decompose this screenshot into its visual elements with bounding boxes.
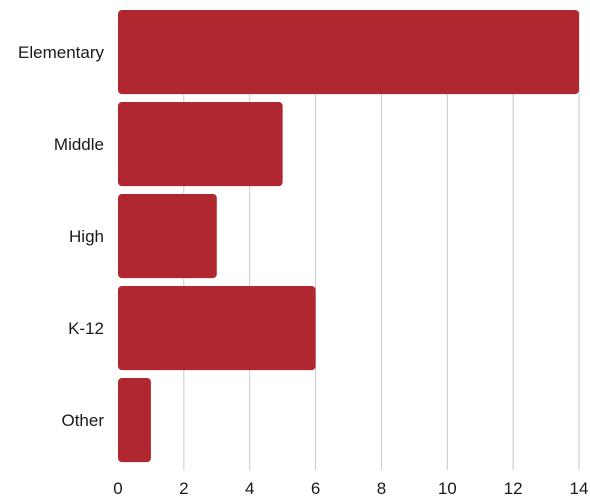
category-label: K-12 [68,319,104,338]
category-label: Middle [54,135,104,154]
category-label: Other [61,411,104,430]
x-tick-label: 12 [504,479,523,498]
x-tick-label: 4 [245,479,254,498]
bar-middle [118,102,283,187]
category-label: High [69,227,104,246]
x-tick-label: 6 [311,479,320,498]
bar-other [118,378,151,463]
x-tick-label: 2 [179,479,188,498]
axes: 0 2 4 6 8 10 12 14 Elementary Middle High K-12 Other [18,43,588,498]
bars [118,10,579,463]
x-tick-label: 0 [113,479,122,498]
category-label: Elementary [18,43,104,62]
bar-k-12 [118,286,316,371]
x-tick-label: 10 [438,479,457,498]
bar-elementary [118,10,579,95]
x-tick-label: 8 [377,479,386,498]
bar-high [118,194,217,279]
x-tick-label: 14 [570,479,589,498]
